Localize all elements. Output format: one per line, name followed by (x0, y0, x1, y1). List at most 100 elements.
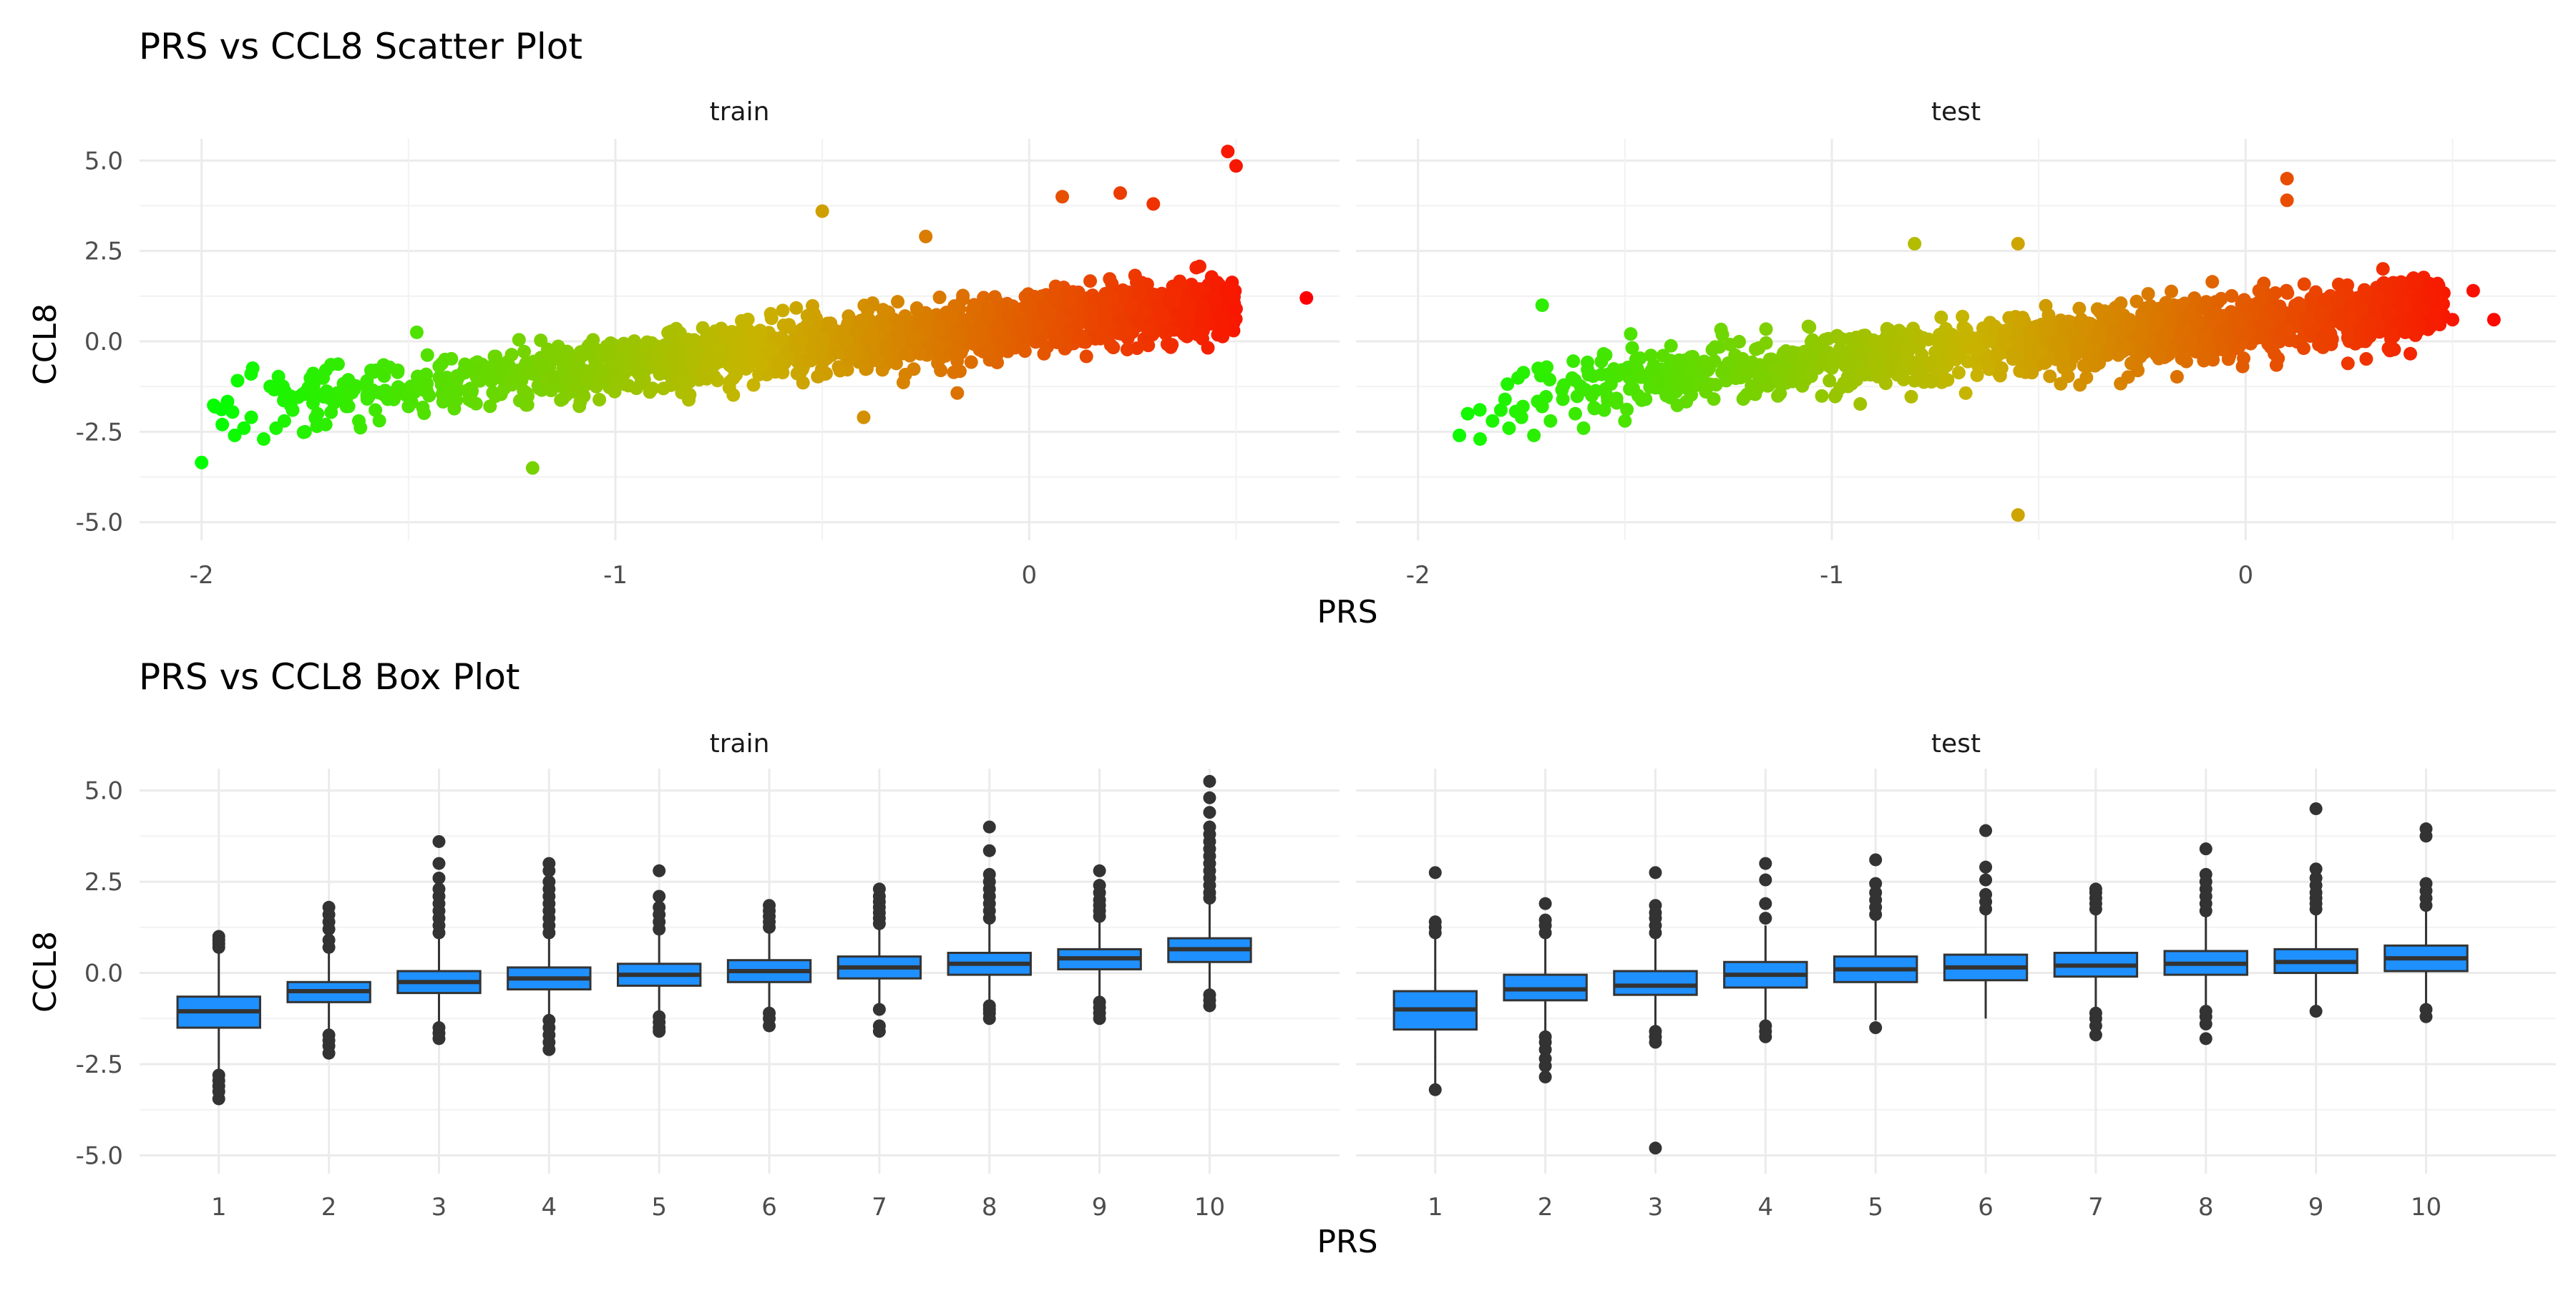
scatter-point (2280, 286, 2295, 300)
scatter-y-tick-label: -2.5 (76, 418, 123, 447)
scatter-point (2445, 313, 2459, 327)
scatter-point (351, 414, 366, 428)
scatter-point (1949, 352, 1963, 366)
scatter-point (749, 349, 763, 364)
scatter-point (1878, 376, 1893, 391)
box-y-tick-label: 2.5 (84, 868, 123, 897)
box-outlier (1649, 1036, 1662, 1049)
scatter-point (629, 352, 643, 366)
scatter-point (2363, 316, 2377, 331)
scatter-point (782, 320, 796, 334)
scatter-test-strip-label: test (1931, 97, 1981, 127)
scatter-point (1034, 334, 1048, 349)
scatter-point (296, 387, 310, 401)
scatter-point (1224, 282, 1238, 296)
scatter-point (2010, 348, 2024, 362)
scatter-point (1485, 414, 1500, 428)
scatter-point (1540, 360, 1554, 374)
scatter-point (369, 403, 383, 417)
box-outlier (432, 871, 446, 885)
scatter-point (1581, 368, 1596, 382)
scatter-point (1084, 302, 1098, 316)
scatter-title: PRS vs CCL8 Scatter Plot (139, 26, 582, 67)
scatter-point (327, 396, 341, 410)
scatter-point (1825, 352, 1839, 366)
box-outlier (1538, 1059, 1552, 1073)
scatter-point (869, 352, 884, 366)
scatter-point (339, 399, 353, 414)
scatter-point (1502, 421, 1516, 435)
box-outlier (1759, 897, 1772, 910)
box-category-5 (616, 864, 702, 1038)
scatter-point (2371, 291, 2385, 305)
box-x-tick-label: 5 (651, 1193, 667, 1222)
scatter-point (1017, 337, 1031, 351)
scatter-point (1167, 294, 1181, 308)
scatter-point (726, 388, 741, 402)
scatter-point (1928, 345, 1943, 359)
box-outlier (542, 875, 556, 889)
scatter-point (2354, 302, 2368, 316)
scatter-point (2011, 237, 2025, 251)
scatter-point (664, 324, 678, 338)
box-outlier (432, 834, 446, 848)
scatter-point (877, 320, 892, 334)
scatter-point (381, 392, 395, 406)
scatter-point (1501, 377, 1515, 391)
scatter-point (932, 291, 947, 305)
scatter-point (2425, 287, 2439, 301)
scatter-point (1189, 260, 1204, 275)
scatter-point (2431, 276, 2445, 291)
scatter-x-tick-label: -1 (1820, 561, 1844, 590)
box-x-tick-label: 3 (431, 1193, 447, 1222)
scatter-point (964, 355, 978, 369)
scatter-point (947, 365, 961, 379)
scatter-point (2231, 341, 2245, 355)
scatter-point (308, 386, 323, 401)
scatter-point (1229, 159, 1243, 173)
box-category-4 (1723, 857, 1808, 1043)
scatter-point (2205, 275, 2220, 289)
box-outlier (1979, 887, 1993, 901)
scatter-point (1209, 291, 1223, 305)
scatter-point (2412, 302, 2426, 316)
scatter-point (2197, 331, 2211, 345)
scatter-point (1705, 343, 1719, 357)
scatter-point (512, 333, 526, 347)
scatter-point (865, 334, 879, 349)
scatter-point (2338, 282, 2352, 296)
scatter-point (2072, 301, 2087, 316)
box-outlier (1093, 879, 1106, 892)
scatter-point (2064, 327, 2079, 341)
scatter-point (2205, 306, 2220, 320)
scatter-point (2271, 351, 2285, 366)
scatter-point (2392, 316, 2406, 330)
scatter-x-tick-label: -1 (603, 561, 628, 590)
scatter-panel-test: test (1356, 97, 2556, 540)
scatter-x-tick-label: 0 (1021, 561, 1037, 590)
scatter-point (1792, 359, 1806, 374)
scatter-point (1783, 349, 1797, 363)
scatter-point (950, 348, 964, 362)
box-outlier (2199, 867, 2212, 881)
scatter-point (683, 334, 697, 349)
scatter-point (517, 344, 532, 359)
scatter-point (592, 392, 607, 406)
box-outlier (1979, 860, 1993, 874)
box-category-8 (947, 820, 1032, 1026)
scatter-point (658, 338, 672, 352)
scatter-y-axis: -5.0 -2.5 0.0 2.5 5.0 (76, 147, 123, 537)
scatter-point (345, 386, 359, 400)
scatter-point (789, 301, 804, 315)
scatter-point (1493, 403, 1508, 417)
box-category-8 (2163, 842, 2248, 1046)
scatter-point (906, 331, 920, 345)
scatter-point (489, 349, 503, 364)
box-outlier (322, 933, 336, 947)
scatter-point (1535, 399, 1549, 414)
box-panel-test: test (1356, 729, 2556, 1174)
box-outlier (2419, 1010, 2433, 1023)
scatter-point (2363, 329, 2377, 344)
scatter-point (1587, 401, 1601, 415)
scatter-point (1990, 349, 2004, 363)
